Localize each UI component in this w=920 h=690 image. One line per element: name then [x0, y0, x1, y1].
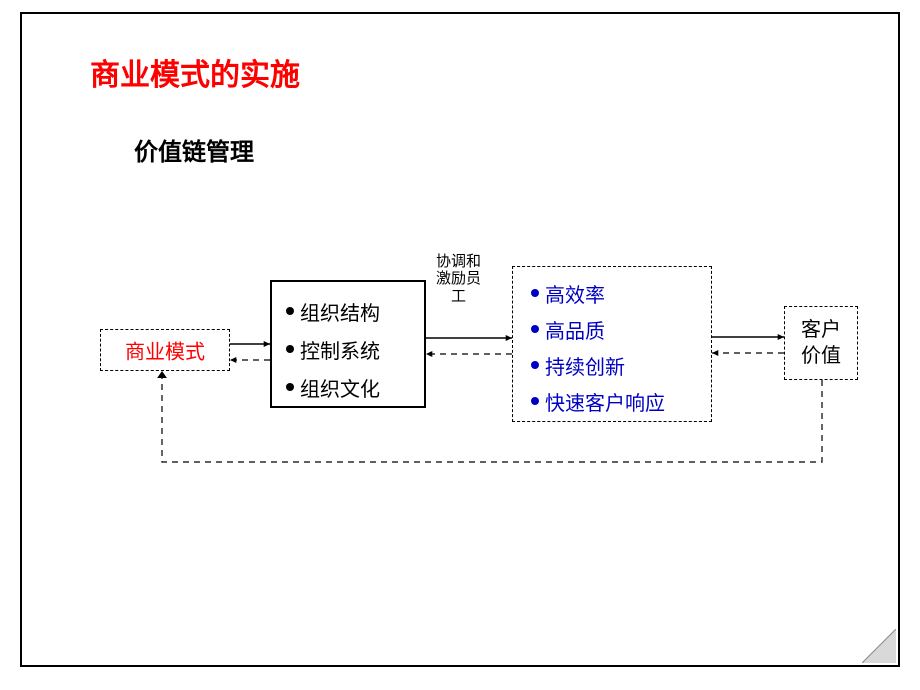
connectors-svg: [22, 14, 902, 669]
page-corner-icon: [862, 629, 896, 663]
slide-frame: 商业模式的实施 价值链管理 商业模式 组织结构控制系统组织文化 高效率高品质持续…: [20, 12, 900, 667]
